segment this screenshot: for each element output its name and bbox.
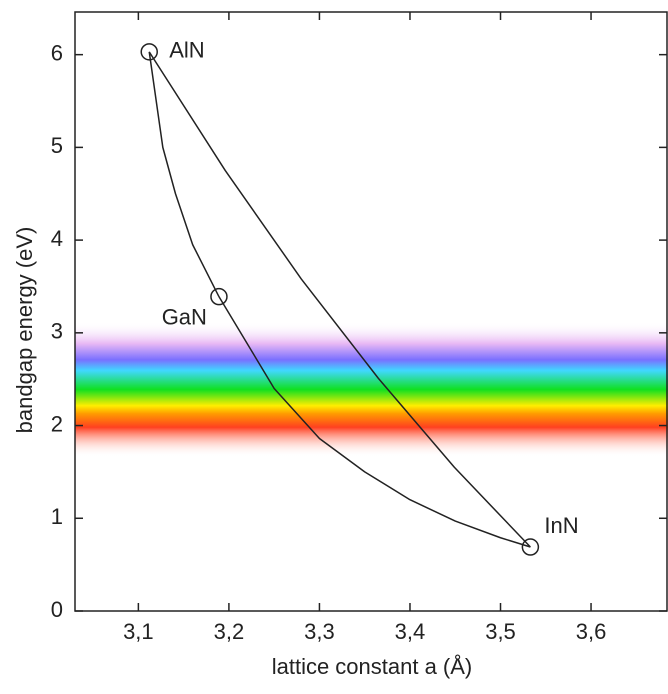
compound-marker bbox=[140, 43, 158, 61]
bowing-curve bbox=[218, 296, 531, 548]
x-axis-label: lattice constant a (Å) bbox=[272, 654, 473, 679]
x-tick-label: 3,2 bbox=[214, 619, 245, 644]
x-tick-label: 3,1 bbox=[123, 619, 154, 644]
bowing-curve bbox=[148, 51, 531, 548]
bowing-curve bbox=[148, 51, 220, 298]
x-tick-label: 3,6 bbox=[576, 619, 607, 644]
y-tick-label: 5 bbox=[51, 133, 63, 158]
y-tick-label: 4 bbox=[51, 226, 63, 251]
y-axis-label: bandgap energy (eV) bbox=[12, 227, 37, 434]
x-tick-label: 3,4 bbox=[395, 619, 426, 644]
visible-spectrum-band bbox=[75, 322, 668, 457]
y-tick-label: 2 bbox=[51, 411, 63, 436]
y-tick-label: 0 bbox=[51, 597, 63, 622]
compound-label: GaN bbox=[162, 304, 207, 329]
y-tick-label: 6 bbox=[51, 40, 63, 65]
y-tick-label: 1 bbox=[51, 504, 63, 529]
compound-marker bbox=[210, 287, 228, 306]
compound-label: InN bbox=[544, 513, 578, 538]
x-tick-label: 3,3 bbox=[304, 619, 335, 644]
y-tick-label: 3 bbox=[51, 319, 63, 344]
compound-label: AlN bbox=[169, 38, 204, 63]
compound-marker bbox=[521, 538, 540, 556]
x-tick-label: 3,5 bbox=[485, 619, 516, 644]
plot-frame bbox=[74, 11, 668, 612]
